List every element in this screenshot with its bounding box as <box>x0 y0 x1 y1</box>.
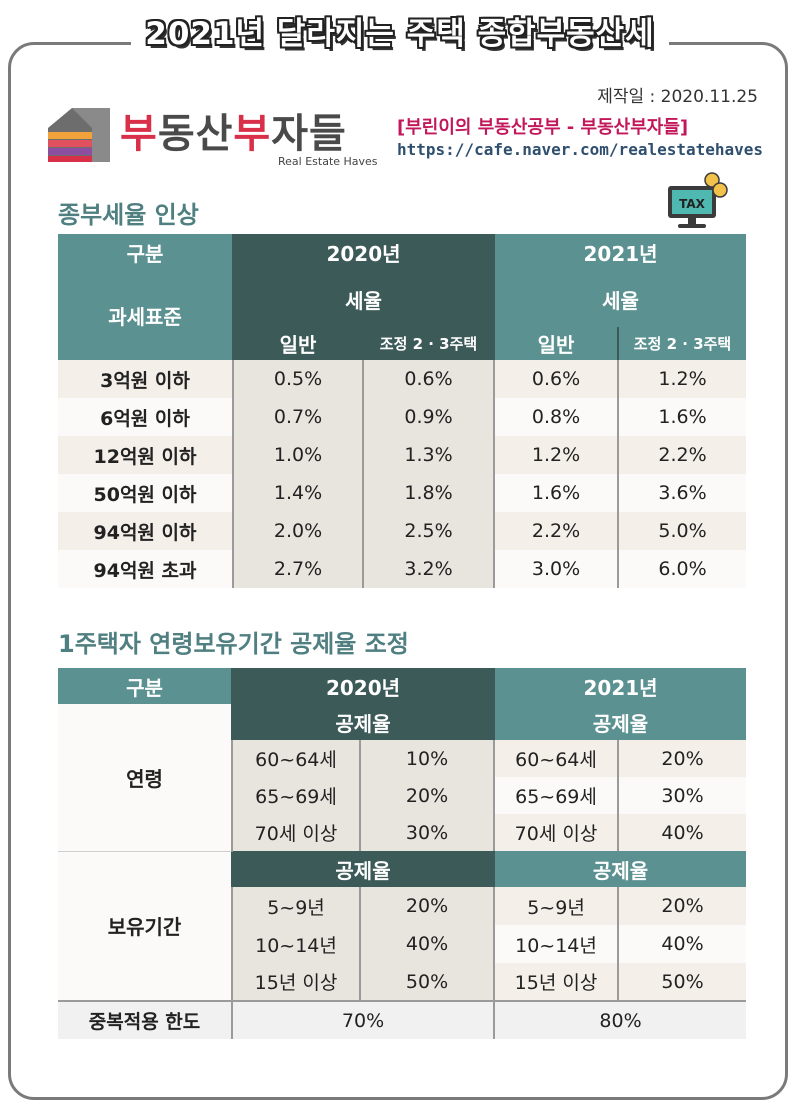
cafe-name: [부린이의 부동산공부 - 부동산부자들] <box>397 117 689 138</box>
tax-rate-table: 구분 2020년 2021년 과세표준 세율 세율 일반 조정 2 · 3주택 … <box>58 234 747 588</box>
header-general-2021: 일반 <box>493 327 619 360</box>
section-title-tax-rate: 종부세율 인상 <box>58 201 199 229</box>
table-row: 15년 이상 50% 15년 이상 50% <box>58 963 747 1001</box>
section-title-deduction: 1주택자 연령보유기간 공제율 조정 <box>58 630 409 658</box>
header-year-2021: 2021년 <box>493 234 747 271</box>
cafe-url-link[interactable]: https://cafe.naver.com/realestatehaves <box>397 140 764 159</box>
brand-subtitle: Real Estate Haves <box>278 155 378 168</box>
table-row: 70세 이상 30% 70세 이상 40% <box>58 814 747 851</box>
title-wrap: 2021년 달라지는 주택 종합부동산세 <box>0 8 800 53</box>
age-label: 연령 <box>58 704 232 851</box>
house-logo-icon <box>48 108 110 162</box>
table-row: 10~14년 40% 10~14년 40% <box>58 925 747 963</box>
table-row: 3억원 이하 0.5% 0.6% 0.6% 1.2% <box>58 360 747 398</box>
table-row: 65~69세 20% 65~69세 30% <box>58 777 747 814</box>
header-adjusted-2020: 조정 2 · 3주택 <box>361 327 495 360</box>
header-category: 구분 <box>58 668 232 704</box>
svg-text:TAX: TAX <box>679 197 706 211</box>
table-row: 50억원 이하 1.4% 1.8% 1.6% 3.6% <box>58 474 747 512</box>
header-deduction-hold-2021: 공제율 <box>493 851 747 887</box>
table-row: 6억원 이하 0.7% 0.9% 0.8% 1.6% <box>58 398 747 436</box>
tax-monitor-icon: TAX <box>668 172 728 228</box>
header-year-2020: 2020년 <box>230 668 495 704</box>
header-general-2020: 일반 <box>232 327 363 360</box>
header-rate-2020: 세율 <box>231 271 495 327</box>
table-row: 94억원 이하 2.0% 2.5% 2.2% 5.0% <box>58 512 747 550</box>
table-row: 94억원 초과 2.7% 3.2% 3.0% 6.0% <box>58 550 747 588</box>
table-row: 60~64세 10% 60~64세 20% <box>58 740 747 777</box>
header-year-2021: 2021년 <box>493 668 747 704</box>
limit-label: 중복적용 한도 <box>58 1001 232 1039</box>
header-deduction-hold-2020: 공제율 <box>230 851 495 887</box>
table-row-limit: 중복적용 한도 70% 80% <box>58 1001 747 1039</box>
header-tax-base: 과세표준 <box>58 271 233 360</box>
deduction-table: 구분 2020년 2021년 연령 공제율 공제율 60~64세 10% 60~… <box>58 668 747 1039</box>
header-rate-2021: 세율 <box>493 271 747 327</box>
header-category: 구분 <box>58 234 233 271</box>
header-deduction-age-2020: 공제율 <box>230 704 495 740</box>
brand-logo-text: 부동산부자들 <box>120 111 347 157</box>
page-title: 2021년 달라지는 주택 종합부동산세 <box>131 8 669 53</box>
header-deduction-age-2021: 공제율 <box>493 704 747 740</box>
limit-2021: 80% <box>493 1001 747 1039</box>
header-adjusted-2021: 조정 2 · 3주택 <box>617 327 747 360</box>
table-row: 5~9년 20% 5~9년 20% <box>58 887 747 925</box>
made-date: 제작일 : 2020.11.25 <box>597 87 758 107</box>
header-year-2020: 2020년 <box>231 234 495 271</box>
holding-period-label: 보유기간 <box>58 850 232 1001</box>
limit-2020: 70% <box>230 1001 495 1039</box>
table-row: 12억원 이하 1.0% 1.3% 1.2% 2.2% <box>58 436 747 474</box>
